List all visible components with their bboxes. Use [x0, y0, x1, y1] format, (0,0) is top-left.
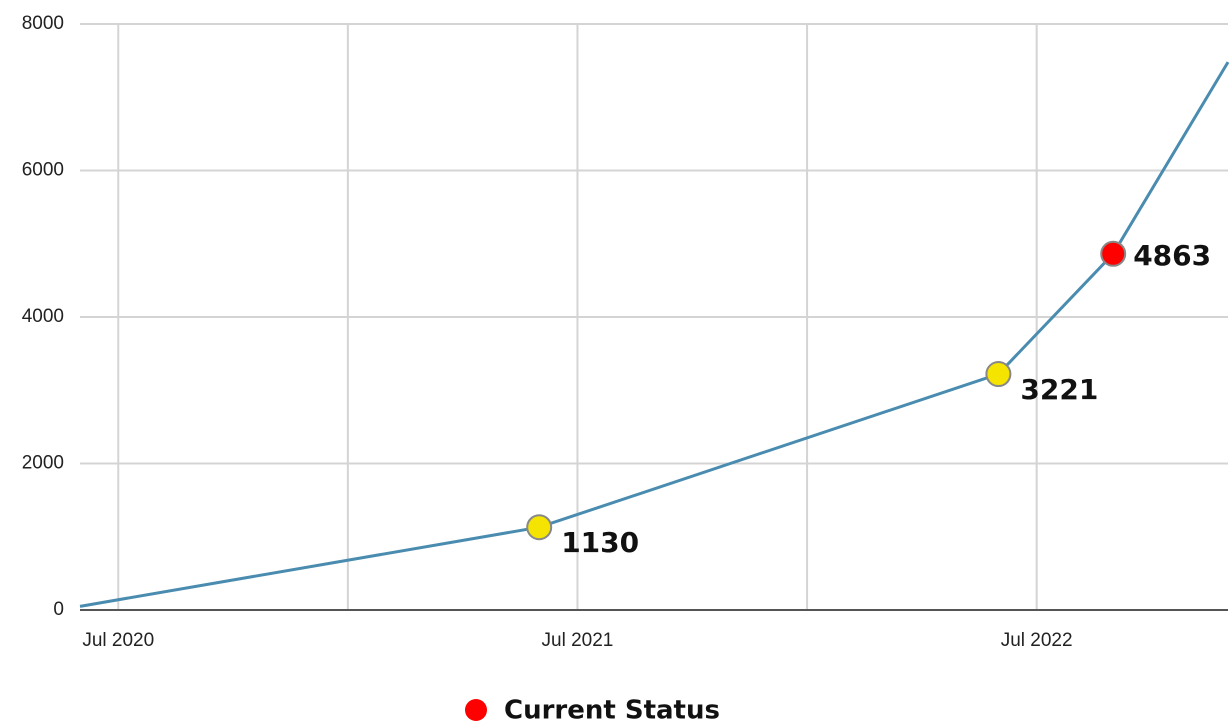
point-marker — [1100, 240, 1127, 267]
data-label: 4863 — [1133, 239, 1211, 272]
y-tick-label: 6000 — [22, 160, 64, 181]
y-tick-label: 0 — [53, 599, 64, 620]
data-label: 1130 — [561, 526, 639, 559]
legend-label: Current Status — [504, 696, 720, 726]
x-tick-label: Jul 2021 — [542, 630, 614, 651]
y-tick-label: 8000 — [22, 13, 64, 34]
y-tick-label: 2000 — [22, 453, 64, 474]
point-marker — [985, 361, 1012, 388]
x-tick-label: Jul 2020 — [82, 630, 154, 651]
data-label: 3221 — [1020, 373, 1098, 406]
point-marker — [526, 514, 553, 541]
legend-marker — [465, 699, 487, 721]
line — [79, 61, 1230, 608]
y-tick-label: 4000 — [22, 306, 64, 327]
x-tick-label: Jul 2022 — [1001, 630, 1073, 651]
